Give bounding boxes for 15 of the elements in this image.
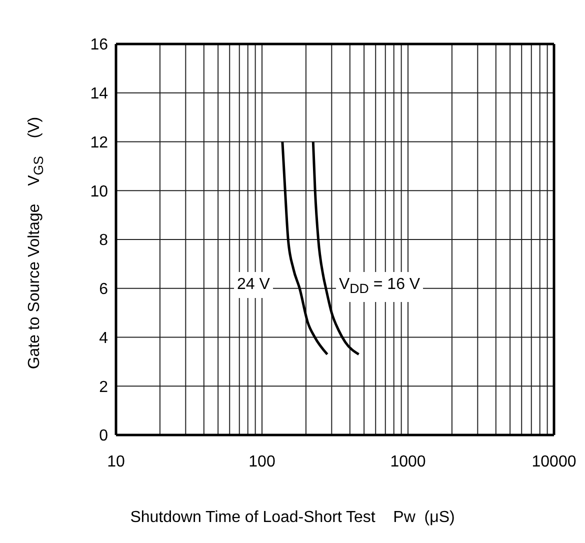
y-tick-label: 8 (99, 232, 108, 250)
y-tick-label: 12 (90, 134, 108, 152)
annotation: 24 V (234, 272, 273, 298)
y-tick-label: 6 (99, 281, 108, 298)
x-axis-title: Shutdown Time of Load-Short Test Pw (μS) (129, 509, 456, 527)
y-tick-label: 10 (90, 183, 108, 200)
y-tick-label: 4 (99, 330, 108, 347)
y-tick-label: 2 (99, 378, 108, 396)
y-tick-label: 16 (90, 36, 108, 54)
annotation: V$_{DD}$ = 16 V (336, 272, 424, 302)
x-tick-label: 1000 (390, 453, 426, 470)
x-tick-label: 10000 (532, 453, 576, 470)
y-tick-label: 14 (90, 86, 108, 103)
y-tick-label: 0 (99, 428, 108, 445)
x-tick-label: 100 (248, 453, 276, 470)
